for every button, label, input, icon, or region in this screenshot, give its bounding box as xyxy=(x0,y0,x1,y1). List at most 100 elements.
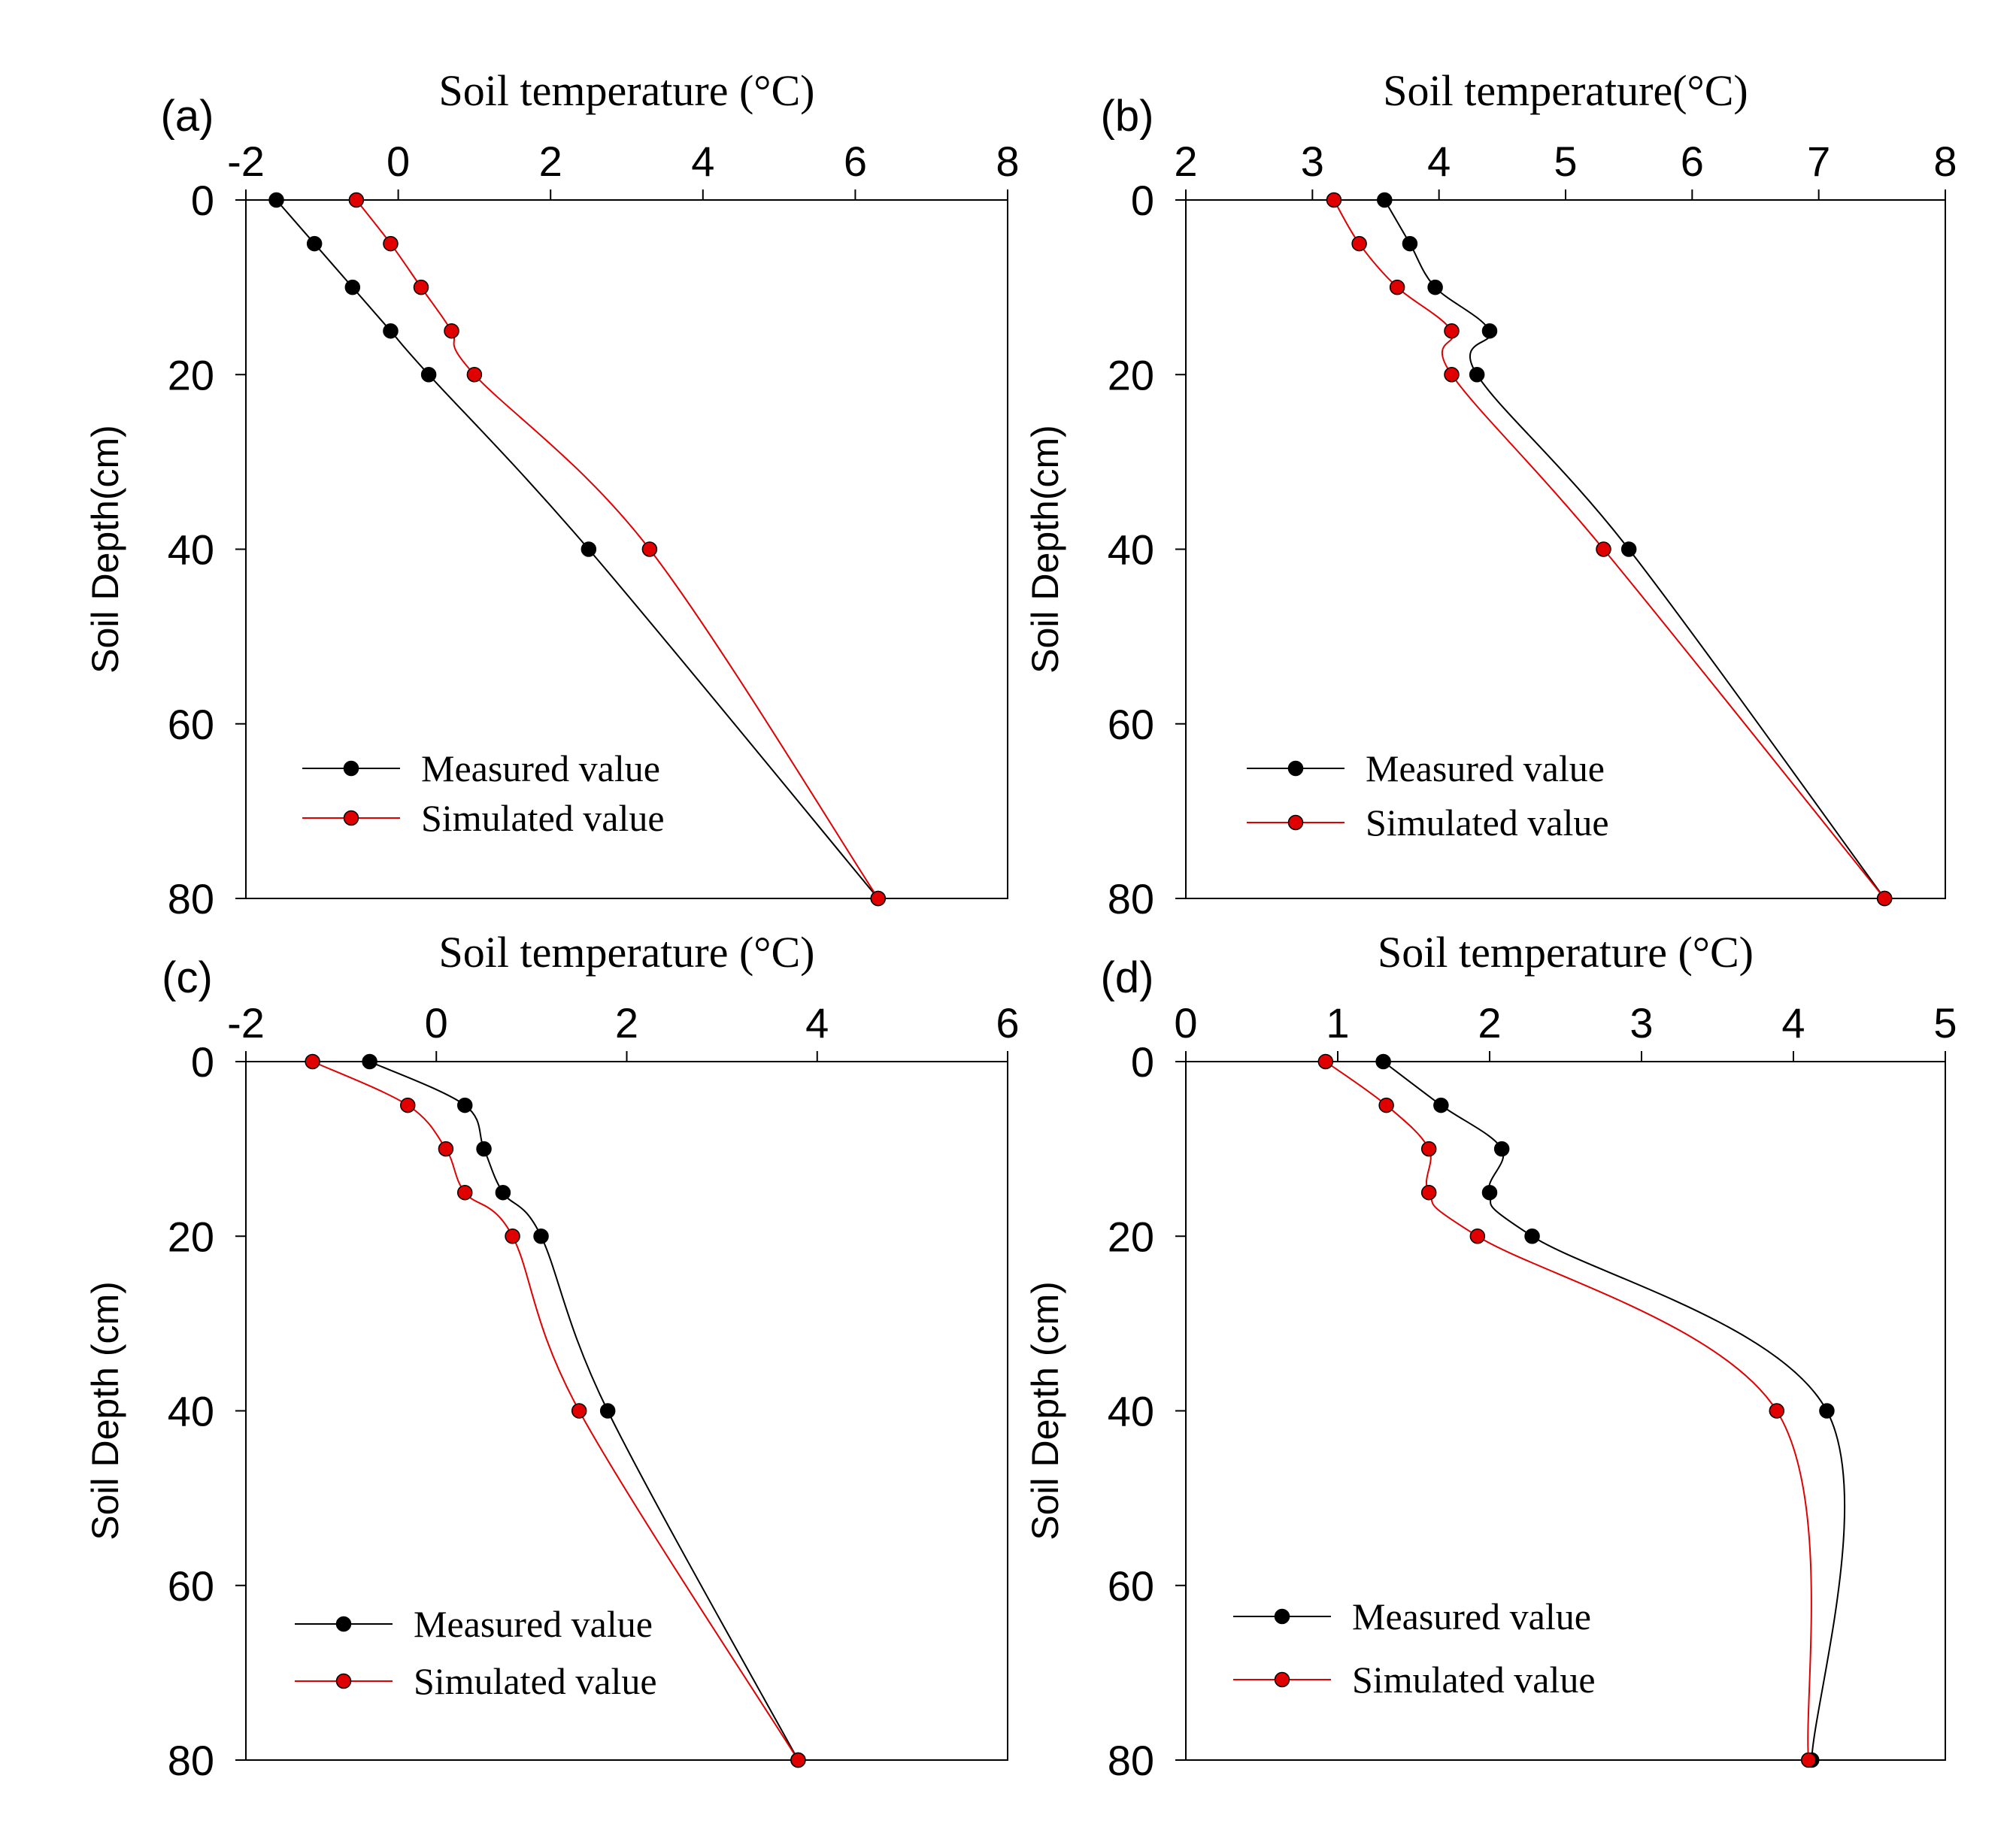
data-point-b-0 xyxy=(1377,192,1393,208)
x-tick-label: 6 xyxy=(1681,138,1704,185)
panel-label-b: (b) xyxy=(1101,92,1154,141)
data-point-a-1 xyxy=(444,323,459,339)
data-point-c-1 xyxy=(505,1229,520,1244)
data-point-a-1 xyxy=(641,541,658,557)
x-tick-label: 0 xyxy=(387,138,410,185)
x-tick-label: 4 xyxy=(1427,138,1451,185)
data-point-c-1 xyxy=(571,1403,587,1419)
data-point-c-1 xyxy=(456,1184,473,1201)
data-point-d-1 xyxy=(1800,1752,1817,1768)
data-point-c-1 xyxy=(438,1141,454,1157)
legend-label: Measured value xyxy=(1352,1595,1591,1638)
data-point-a-1 xyxy=(870,890,887,907)
panel-label-a: (a) xyxy=(161,92,214,141)
x-tick-label: 0 xyxy=(425,999,448,1047)
y-axis-label-c: Soil Depth (cm) xyxy=(84,1281,126,1541)
data-point-d-0 xyxy=(1481,1184,1498,1201)
data-point-d-1 xyxy=(1420,1141,1437,1157)
y-axis-label-a: Soil Depth(cm) xyxy=(84,425,126,674)
panel-label-d: (d) xyxy=(1101,953,1154,1002)
x-tick-label: 2 xyxy=(1478,999,1501,1047)
data-point-b-1 xyxy=(1444,367,1460,383)
data-point-a-0 xyxy=(268,192,284,208)
panel-label-c: (c) xyxy=(162,953,213,1002)
legend-marker xyxy=(343,760,359,777)
y-tick-label: 80 xyxy=(1108,875,1154,923)
data-point-b-1 xyxy=(1444,323,1460,339)
y-tick-label: 80 xyxy=(168,875,214,923)
y-axis-label-b: Soil Depth(cm) xyxy=(1024,425,1066,674)
data-point-b-1 xyxy=(1326,192,1342,208)
x-tick-label: 2 xyxy=(615,999,638,1047)
x-tick-label: 4 xyxy=(1781,999,1805,1047)
legend-label: Measured value xyxy=(421,747,660,789)
data-point-d-1 xyxy=(1317,1053,1334,1070)
data-point-c-0 xyxy=(495,1184,511,1201)
data-point-c-1 xyxy=(305,1053,320,1070)
data-point-b-1 xyxy=(1351,235,1367,252)
data-point-b-0 xyxy=(1402,235,1418,252)
y-tick-label: 20 xyxy=(1108,351,1154,398)
legend-label: Measured value xyxy=(1366,747,1605,789)
x-tick-label: 5 xyxy=(1554,138,1577,185)
x-tick-label: 8 xyxy=(1933,138,1957,185)
data-point-a-1 xyxy=(413,279,429,295)
y-tick-label: 20 xyxy=(168,1213,214,1260)
data-point-a-1 xyxy=(466,367,483,383)
y-tick-label: 40 xyxy=(1108,526,1154,574)
x-tick-label: 1 xyxy=(1326,999,1349,1047)
panel-d: 0 1 2 3 4 5 0 20 40 60 80 Soil temperature (°C) (d) S… xyxy=(1024,928,1957,1784)
y-tick-label: 0 xyxy=(1131,1038,1154,1086)
data-point-b-1 xyxy=(1389,279,1405,295)
data-point-c-1 xyxy=(790,1752,806,1768)
x-axis-title-b: Soil temperature(°C) xyxy=(1383,66,1748,115)
y-tick-label: 0 xyxy=(191,177,214,224)
data-point-d-0 xyxy=(1433,1097,1449,1113)
data-point-d-0 xyxy=(1524,1229,1540,1244)
legend-marker xyxy=(1287,760,1304,777)
data-point-d-1 xyxy=(1769,1403,1785,1419)
x-tick-label: 4 xyxy=(805,999,829,1047)
x-tick-label: 3 xyxy=(1629,999,1653,1047)
data-point-a-0 xyxy=(581,541,597,557)
x-tick-label: 8 xyxy=(996,138,1019,185)
legend-label: Simulated value xyxy=(1352,1659,1596,1701)
y-axis-label-d: Soil Depth (cm) xyxy=(1024,1281,1066,1541)
y-tick-label: 80 xyxy=(168,1737,214,1784)
x-tick-label: 3 xyxy=(1301,138,1324,185)
data-point-c-1 xyxy=(400,1097,416,1113)
legend-label: Measured value xyxy=(414,1603,653,1645)
data-point-d-1 xyxy=(1469,1229,1486,1244)
x-tick-label: 6 xyxy=(996,999,1019,1047)
y-tick-label: 40 xyxy=(168,1388,214,1435)
data-point-b-0 xyxy=(1620,541,1637,557)
data-point-b-1 xyxy=(1596,541,1611,557)
data-point-d-1 xyxy=(1378,1097,1394,1113)
data-point-d-0 xyxy=(1375,1053,1391,1070)
y-tick-label: 80 xyxy=(1108,1737,1154,1784)
data-point-c-0 xyxy=(476,1141,492,1157)
y-tick-label: 0 xyxy=(1131,177,1154,224)
x-tick-label: 7 xyxy=(1807,138,1830,185)
data-point-c-0 xyxy=(533,1229,549,1244)
y-tick-label: 20 xyxy=(1108,1213,1154,1260)
legend-marker xyxy=(1274,1671,1290,1688)
legend-marker xyxy=(1274,1608,1290,1625)
legend-marker xyxy=(343,810,359,826)
data-point-b-1 xyxy=(1876,890,1893,907)
y-tick-label: 60 xyxy=(168,1562,214,1610)
x-axis-title-c: Soil temperature (°C) xyxy=(439,928,815,977)
data-point-c-0 xyxy=(362,1053,377,1070)
data-point-d-0 xyxy=(1819,1403,1835,1419)
legend-label: Simulated value xyxy=(414,1660,657,1702)
x-tick-label: 2 xyxy=(1174,138,1197,185)
data-point-a-1 xyxy=(383,235,399,252)
data-point-d-0 xyxy=(1493,1141,1510,1157)
data-point-a-0 xyxy=(383,323,399,339)
x-tick-label: -2 xyxy=(227,999,265,1047)
x-axis-title-a: Soil temperature (°C) xyxy=(439,66,815,115)
data-point-a-0 xyxy=(306,235,323,252)
